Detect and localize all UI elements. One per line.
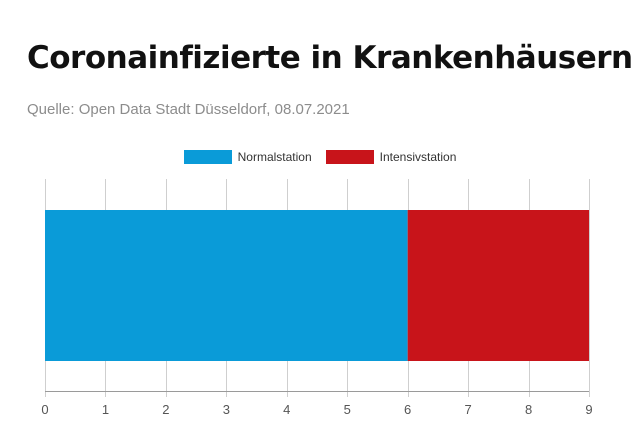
x-tick-label-9: 9 (585, 402, 592, 417)
x-tick-label-3: 3 (223, 402, 230, 417)
legend-item-normalstation[interactable]: Normalstation (183, 150, 312, 164)
x-tick-label-4: 4 (283, 402, 290, 417)
x-tick-label-6: 6 (404, 402, 411, 417)
x-tick-label-7: 7 (464, 402, 471, 417)
x-tick-label-8: 8 (525, 402, 532, 417)
x-tick-label-2: 2 (162, 402, 169, 417)
legend-item-intensivstation[interactable]: Intensivstation (325, 150, 457, 164)
bar-segment-intensivstation (407, 210, 589, 361)
source-note: Quelle: Open Data Stadt Düsseldorf, 08.0… (27, 101, 350, 118)
x-tick-label-1: 1 (102, 402, 109, 417)
bar-segment-normalstation (45, 210, 408, 361)
x-tick-label-5: 5 (344, 402, 351, 417)
legend-label-intensivstation: Intensivstation (379, 150, 457, 164)
legend-label-normalstation: Normalstation (237, 150, 312, 164)
legend: Normalstation Intensivstation (0, 150, 640, 164)
chart-title: Coronainfizierte in Krankenhäusern (27, 40, 633, 76)
legend-swatch-intensivstation (325, 150, 374, 164)
x-tick-label-0: 0 (41, 402, 48, 417)
legend-swatch-normalstation (183, 150, 232, 164)
